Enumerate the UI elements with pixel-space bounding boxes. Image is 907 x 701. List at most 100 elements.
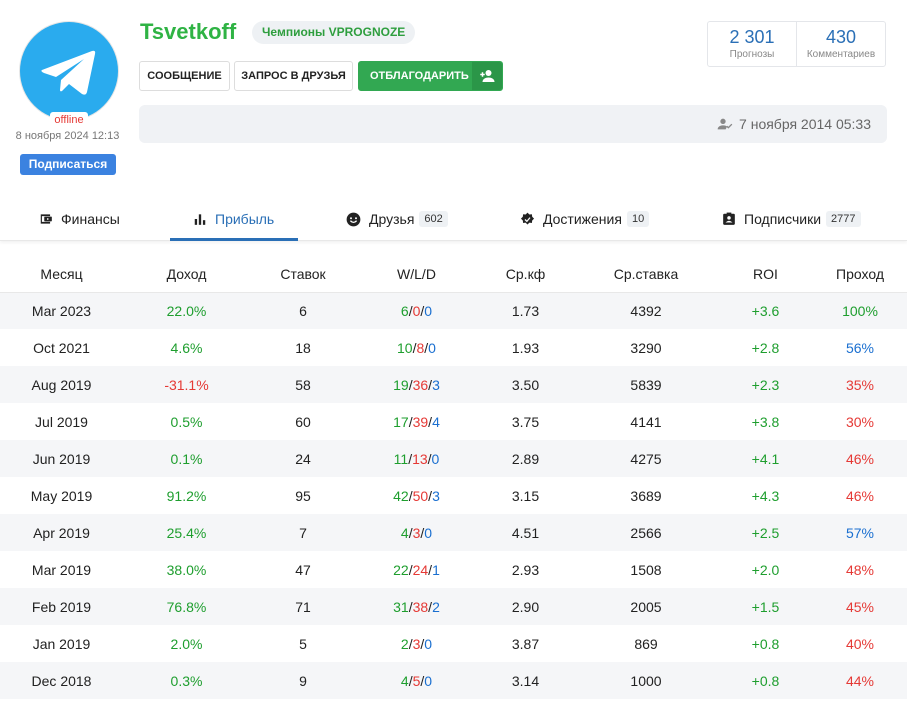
cell-month: Mar 2023 <box>31 302 92 319</box>
champion-badge: Чемпионы VPROGNOZE <box>252 21 416 44</box>
cell-wld: 19/36/3 <box>393 376 440 393</box>
stat-label: Комментариев <box>806 49 876 60</box>
cell-avg-stake: 869 <box>634 635 658 652</box>
cell-pass-rate: 100% <box>842 302 878 319</box>
cell-pass-rate: 44% <box>845 672 875 689</box>
wins: 4 <box>400 672 409 689</box>
cell-month: Feb 2019 <box>31 598 92 615</box>
cell-bets: 6 <box>299 302 307 319</box>
table-row: Apr 2019 25.4% 7 4/3/0 4.51 2566 +2.5 57% <box>0 514 907 551</box>
profit-table-area: Месяц Доход Ставок W/L/D Ср.кф Ср.ставка… <box>0 256 907 699</box>
cell-wld: 6/0/0 <box>400 302 433 319</box>
draws: 0 <box>424 302 433 319</box>
cell-pass-rate: 48% <box>845 561 875 578</box>
tab-label: Прибыль <box>215 211 275 227</box>
cell-wld: 22/24/1 <box>393 561 440 578</box>
friend-request-button[interactable]: ЗАПРОС В ДРУЗЬЯ <box>234 61 353 91</box>
cell-roi: +3.6 <box>751 302 780 319</box>
wins: 22 <box>393 561 409 578</box>
tab-friends[interactable]: Друзья 602 <box>346 197 448 241</box>
tab-subscribers[interactable]: Подписчики 2777 <box>722 197 861 241</box>
tab-label: Достижения <box>543 211 622 227</box>
cell-roi: +3.8 <box>751 413 780 430</box>
status-badge: offline <box>50 112 88 129</box>
stat-predictions[interactable]: 2 301 Прогнозы <box>708 22 796 66</box>
losses: 3 <box>412 524 421 541</box>
tab-label: Друзья <box>369 211 415 227</box>
column-header[interactable]: Ставок <box>280 265 326 282</box>
tab-count: 10 <box>626 211 650 227</box>
cell-bets: 95 <box>295 487 311 504</box>
cell-income: 22.0% <box>166 302 207 319</box>
draws: 0 <box>431 450 440 467</box>
tab-profit[interactable]: Прибыль <box>193 197 274 241</box>
cell-wld: 31/38/2 <box>393 598 440 615</box>
column-header[interactable]: Проход <box>836 265 884 282</box>
cell-month: Jan 2019 <box>32 635 91 652</box>
cell-avg-stake: 4141 <box>630 413 662 430</box>
cell-wld: 4/5/0 <box>400 672 433 689</box>
table-row: Jul 2019 0.5% 60 17/39/4 3.75 4141 +3.8 30% <box>0 403 907 440</box>
column-header[interactable]: Ср.ставка <box>613 265 679 282</box>
losses: 39 <box>412 413 429 430</box>
losses: 50 <box>412 487 429 504</box>
cell-month: May 2019 <box>30 487 93 504</box>
cell-avg-odds: 3.50 <box>511 376 540 393</box>
thank-button[interactable]: ОТБЛАГОДАРИТЬ <box>358 61 503 91</box>
wins: 19 <box>393 376 409 393</box>
cell-income: 0.5% <box>170 413 203 430</box>
username[interactable]: Tsvetkoff <box>140 19 237 44</box>
stat-comments[interactable]: 430 Комментариев <box>796 22 885 66</box>
cell-pass-rate: 56% <box>845 339 875 356</box>
tab-achievements[interactable]: Достижения 10 <box>520 197 650 241</box>
cell-roi: +1.5 <box>751 598 780 615</box>
subscribe-button[interactable]: Подписаться <box>20 154 116 175</box>
avatar[interactable]: offline <box>20 22 118 129</box>
tab-finances[interactable]: Финансы <box>39 197 120 241</box>
table-row: Feb 2019 76.8% 71 31/38/2 2.90 2005 +1.5 45% <box>0 588 907 625</box>
cell-month: Apr 2019 <box>33 524 90 541</box>
cell-avg-odds: 2.89 <box>511 450 540 467</box>
add-person-icon <box>472 62 502 90</box>
wallet-icon <box>40 214 52 224</box>
cell-pass-rate: 40% <box>845 635 875 652</box>
cell-month: Oct 2021 <box>33 339 90 356</box>
cell-income: -31.1% <box>164 376 209 393</box>
cell-income: 4.6% <box>170 339 203 356</box>
cell-roi: +4.3 <box>751 487 780 504</box>
cell-wld: 2/3/0 <box>400 635 433 652</box>
cell-pass-rate: 30% <box>845 413 875 430</box>
cell-month: Jun 2019 <box>32 450 91 467</box>
cell-pass-rate: 45% <box>845 598 875 615</box>
wins: 2 <box>400 635 409 652</box>
cell-avg-stake: 1508 <box>630 561 662 578</box>
cell-avg-stake: 5839 <box>630 376 662 393</box>
draws: 0 <box>424 524 433 541</box>
cell-roi: +2.3 <box>751 376 780 393</box>
cell-bets: 5 <box>299 635 307 652</box>
profile-tabs: Финансы Прибыль Друзья 602 Достижения 10… <box>0 197 907 241</box>
draws: 0 <box>424 635 433 652</box>
column-header[interactable]: Ср.кф <box>505 265 546 282</box>
stat-value: 2 301 <box>729 27 775 47</box>
draws: 3 <box>432 376 440 393</box>
wins: 11 <box>393 450 409 467</box>
table-row: Aug 2019 -31.1% 58 19/36/3 3.50 5839 +2.3 35% <box>0 366 907 403</box>
losses: 3 <box>412 635 421 652</box>
cell-avg-odds: 3.87 <box>511 635 540 652</box>
message-button[interactable]: СООБЩЕНИЕ <box>139 61 230 91</box>
column-header[interactable]: ROI <box>753 265 778 282</box>
cell-month: Jul 2019 <box>35 413 88 430</box>
table-row: May 2019 91.2% 95 42/50/3 3.15 3689 +4.3 46% <box>0 477 907 514</box>
column-header[interactable]: Месяц <box>40 265 83 282</box>
profit-table: Месяц Доход Ставок W/L/D Ср.кф Ср.ставка… <box>0 256 907 699</box>
cell-avg-odds: 4.51 <box>511 524 540 541</box>
registration-date-text: 7 ноября 2014 05:33 <box>739 116 871 132</box>
cell-income: 91.2% <box>166 487 207 504</box>
cell-income: 25.4% <box>166 524 207 541</box>
smile-icon <box>346 212 361 226</box>
column-header[interactable]: Доход <box>166 265 207 282</box>
column-header[interactable]: W/L/D <box>397 265 436 282</box>
stat-label: Прогнозы <box>729 49 775 60</box>
draws: 2 <box>432 598 440 615</box>
